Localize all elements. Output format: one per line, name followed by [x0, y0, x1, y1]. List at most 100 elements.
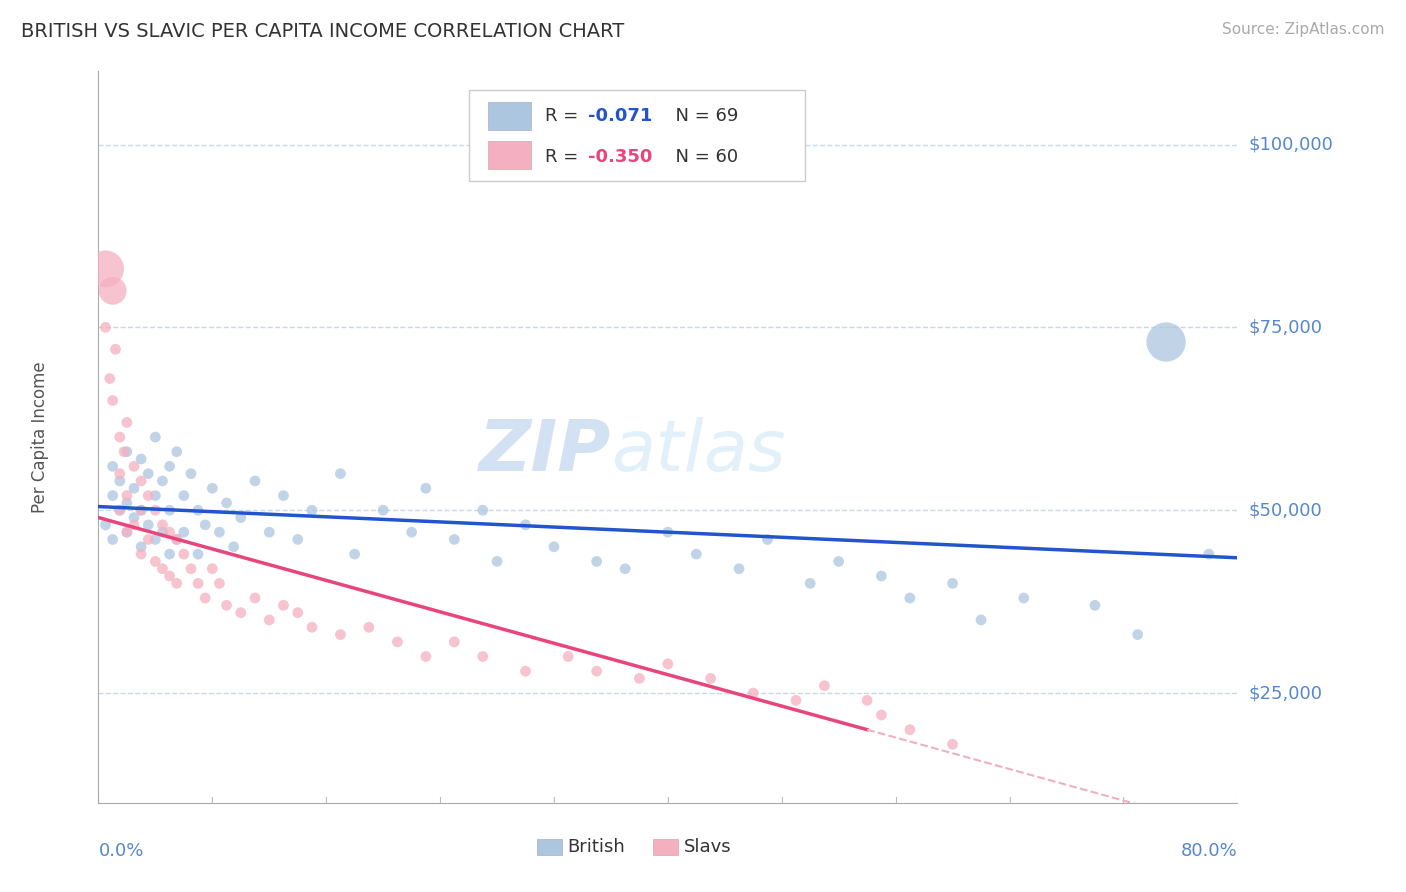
Point: [259, 613, 281, 627]
Point: [415, 481, 437, 495]
Point: [201, 481, 224, 495]
Text: Source: ZipAtlas.com: Source: ZipAtlas.com: [1222, 22, 1385, 37]
Point: [122, 459, 145, 474]
Text: -0.071: -0.071: [588, 107, 652, 125]
Point: [301, 503, 323, 517]
Point: [115, 416, 138, 430]
Point: [699, 672, 721, 686]
Bar: [652, 839, 678, 855]
Point: [187, 576, 209, 591]
Point: [108, 503, 131, 517]
Point: [1084, 599, 1107, 613]
Point: [443, 533, 465, 547]
Point: [898, 723, 921, 737]
Point: [166, 576, 188, 591]
Point: [201, 562, 224, 576]
Point: [870, 569, 893, 583]
Point: [357, 620, 380, 634]
Point: [329, 627, 352, 641]
Point: [194, 517, 217, 532]
Point: [104, 343, 127, 357]
Point: [159, 525, 181, 540]
Point: [813, 679, 835, 693]
Point: [942, 576, 965, 591]
Bar: [488, 141, 531, 169]
Point: [145, 489, 167, 503]
Point: [486, 554, 509, 568]
Point: [129, 540, 152, 554]
Text: -0.350: -0.350: [588, 148, 652, 166]
Point: [145, 554, 167, 568]
Point: [136, 489, 159, 503]
Point: [159, 547, 181, 561]
Point: [799, 576, 821, 591]
Point: [136, 467, 159, 481]
Point: [173, 547, 195, 561]
FancyBboxPatch shape: [468, 90, 804, 181]
Point: [101, 393, 124, 408]
Point: [173, 525, 195, 540]
Point: [180, 562, 202, 576]
Point: [129, 452, 152, 467]
Point: [585, 554, 607, 568]
Point: [287, 606, 309, 620]
Point: [194, 591, 217, 605]
Point: [728, 562, 751, 576]
Point: [273, 489, 295, 503]
Point: [136, 517, 159, 532]
Point: [187, 547, 209, 561]
Point: [94, 261, 117, 276]
Point: [614, 562, 637, 576]
Text: $50,000: $50,000: [1249, 501, 1322, 519]
Point: [159, 569, 181, 583]
Point: [152, 517, 174, 532]
Point: [208, 525, 231, 540]
Point: [129, 547, 152, 561]
Text: Per Capita Income: Per Capita Income: [31, 361, 49, 513]
Point: [515, 664, 537, 678]
Point: [785, 693, 807, 707]
Point: [129, 503, 152, 517]
Text: N = 60: N = 60: [665, 148, 738, 166]
Text: atlas: atlas: [612, 417, 786, 486]
Text: $25,000: $25,000: [1249, 684, 1323, 702]
Point: [115, 525, 138, 540]
Point: [159, 503, 181, 517]
Point: [273, 599, 295, 613]
Text: 0.0%: 0.0%: [98, 842, 143, 860]
Point: [187, 503, 209, 517]
Point: [152, 562, 174, 576]
Text: N = 69: N = 69: [665, 107, 738, 125]
Point: [329, 467, 352, 481]
Point: [122, 517, 145, 532]
Point: [173, 489, 195, 503]
Point: [108, 430, 131, 444]
Point: [166, 444, 188, 458]
Point: [742, 686, 765, 700]
Text: BRITISH VS SLAVIC PER CAPITA INCOME CORRELATION CHART: BRITISH VS SLAVIC PER CAPITA INCOME CORR…: [21, 22, 624, 41]
Point: [166, 533, 188, 547]
Point: [129, 503, 152, 517]
Point: [180, 467, 202, 481]
Point: [657, 525, 679, 540]
Point: [222, 540, 245, 554]
Point: [243, 591, 266, 605]
Point: [115, 489, 138, 503]
Point: [585, 664, 607, 678]
Point: [628, 672, 651, 686]
Text: $100,000: $100,000: [1249, 136, 1333, 153]
Point: [94, 320, 117, 334]
Point: [145, 503, 167, 517]
Point: [685, 547, 707, 561]
Point: [101, 459, 124, 474]
Point: [215, 496, 238, 510]
Point: [115, 444, 138, 458]
Point: [970, 613, 993, 627]
Point: [870, 708, 893, 723]
Point: [387, 635, 409, 649]
Point: [543, 540, 565, 554]
Point: [152, 474, 174, 488]
Point: [101, 489, 124, 503]
Bar: [488, 102, 531, 130]
Point: [208, 576, 231, 591]
